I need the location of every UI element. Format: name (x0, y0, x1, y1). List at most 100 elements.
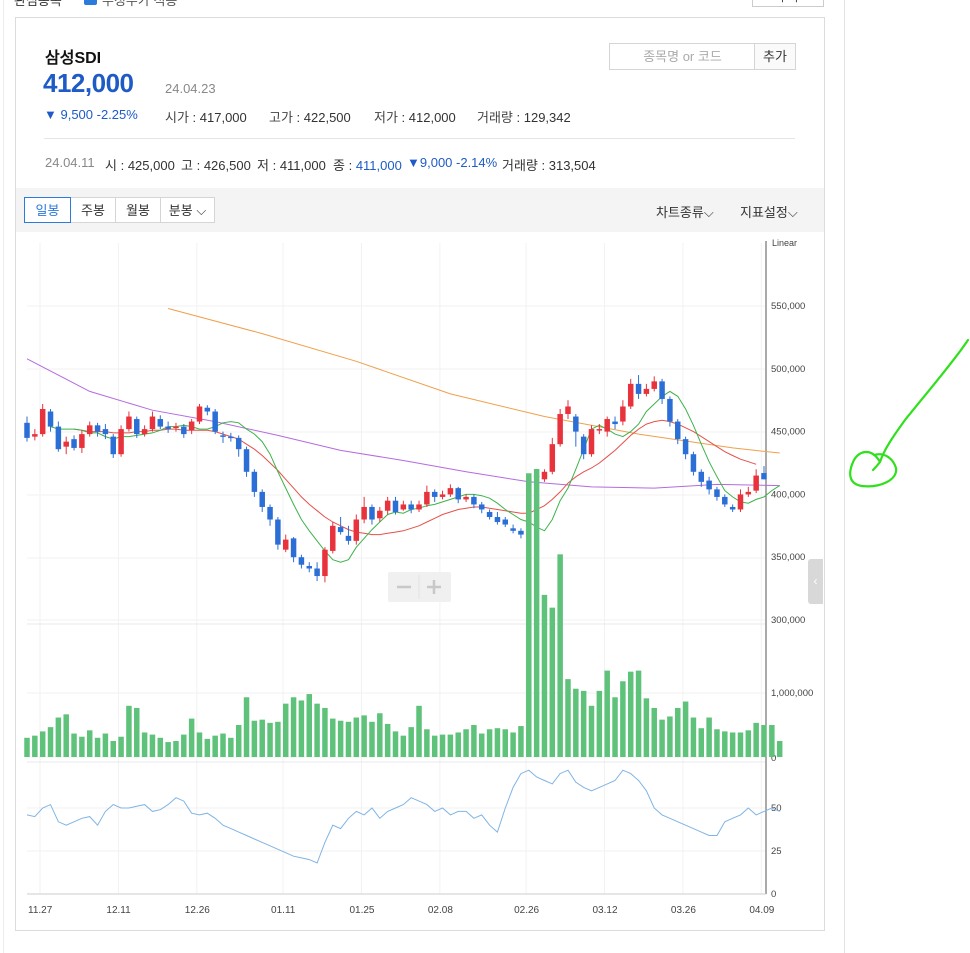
candle-body (651, 381, 657, 389)
candle-body (71, 439, 77, 448)
tab-minute-label: 분봉 (168, 203, 193, 218)
volume-bar (165, 742, 171, 757)
x-tick-label: 01.25 (349, 905, 374, 916)
volume-bar (110, 741, 116, 757)
volume-value: 129,342 (523, 110, 571, 125)
volume-bar (102, 733, 109, 757)
volume-bar (290, 697, 297, 757)
candle-body (102, 429, 109, 435)
adjusted-price-checkbox[interactable] (84, 0, 97, 5)
candle-body (157, 419, 164, 427)
volume-bar (729, 732, 736, 757)
tab-minute[interactable]: 분봉 ⌵ (160, 197, 215, 223)
high-label: 고가 (269, 110, 293, 125)
candle-body (118, 429, 124, 455)
volume-bar (573, 688, 579, 757)
volume-bar (518, 726, 524, 757)
volume-bar (714, 729, 720, 757)
tab-weekly[interactable]: 주봉 (70, 197, 116, 223)
volume-bar (675, 707, 681, 757)
candle-body (557, 414, 563, 445)
candle-body (330, 525, 336, 551)
chevron-left-icon: ‹ (813, 574, 818, 588)
candle-body (392, 500, 399, 512)
history-low: 저 : 411,000 (257, 158, 326, 173)
candle-body (259, 491, 265, 507)
x-tick-label: 03.26 (671, 905, 696, 916)
x-tick-label: 01.11 (271, 905, 296, 916)
price-tick-label: 350,000 (771, 552, 805, 563)
candle-body (416, 504, 422, 510)
volume-bar (243, 697, 250, 757)
chevron-down-icon: ⌵ (196, 203, 207, 218)
history-high-value: 426,500 (203, 158, 251, 173)
volume-bar (353, 717, 360, 757)
history-volume-label: 거래량 (502, 158, 538, 173)
x-tick-label: 12.26 (185, 905, 210, 916)
volume-bar (126, 705, 132, 757)
x-tick-label: 02.26 (514, 905, 539, 916)
high-stat: 고가 : 422,500 (269, 110, 351, 125)
volume-bar (392, 731, 399, 757)
low-stat: 저가 : 412,000 (374, 110, 456, 125)
volume-bar (667, 716, 673, 757)
candle-body (212, 411, 218, 432)
open-value: 417,000 (199, 110, 247, 125)
volume-bar (275, 721, 281, 757)
candle-body (337, 527, 344, 533)
candle-body (424, 491, 430, 505)
collapse-panel-handle[interactable]: ‹ (808, 559, 823, 604)
volume-bar (235, 725, 242, 757)
candle-body (63, 441, 69, 447)
history-low-value: 411,000 (279, 158, 326, 173)
candle-body (494, 517, 501, 523)
ma5-line (50, 390, 780, 563)
tab-daily[interactable]: 일봉 (24, 197, 71, 223)
candle-body (431, 491, 438, 497)
volume-bar (588, 705, 595, 757)
candle-body (126, 416, 132, 430)
top-add-button[interactable]: 추가 (752, 0, 824, 7)
volume-bar (635, 670, 642, 757)
volume-bar (745, 730, 752, 757)
candle-body (573, 416, 579, 432)
candle-body (298, 557, 305, 565)
candle-body (188, 421, 195, 431)
volume-bar (620, 681, 626, 757)
volume-bar (557, 554, 563, 757)
volume-bar (79, 736, 85, 757)
rsi-tick-label: 50 (771, 803, 782, 814)
candle-body (181, 426, 187, 435)
candle-body (79, 434, 85, 448)
candle-body (235, 437, 242, 450)
volume-bar (118, 736, 124, 757)
volume-bar (282, 703, 289, 757)
chevron-down-icon: ⌵ (787, 205, 798, 220)
top-strip: 관심종목 수정주가 적용 추가 (0, 0, 845, 8)
volume-bar (306, 694, 312, 757)
candle-body (47, 411, 54, 427)
candle-body (675, 421, 681, 440)
candle-body (502, 519, 509, 525)
volume-bar (220, 733, 226, 757)
candle-body (729, 506, 736, 510)
low-label: 저가 (374, 110, 398, 125)
open-stat: 시가 : 417,000 (165, 110, 247, 125)
candle-body (722, 496, 728, 505)
volume-bar (298, 700, 305, 757)
indicator-settings-dropdown[interactable]: 지표설정⌵ (740, 202, 798, 221)
volume-bar (345, 721, 352, 757)
volume-bar (769, 725, 775, 757)
low-value: 412,000 (408, 110, 456, 125)
volume-bar (737, 732, 744, 757)
history-date: 24.04.11 (45, 155, 95, 170)
search-add-button[interactable]: 추가 (754, 43, 796, 70)
quote-date: 24.04.23 (165, 81, 216, 96)
x-tick-label: 02.08 (428, 905, 453, 916)
volume-bar (330, 718, 336, 757)
hand-drawn-arrow-annotation (849, 338, 970, 488)
chart-type-dropdown[interactable]: 차트종류⌵ (656, 202, 714, 221)
candle-body (377, 510, 383, 519)
watchlist-label: 관심종목 (14, 0, 62, 8)
